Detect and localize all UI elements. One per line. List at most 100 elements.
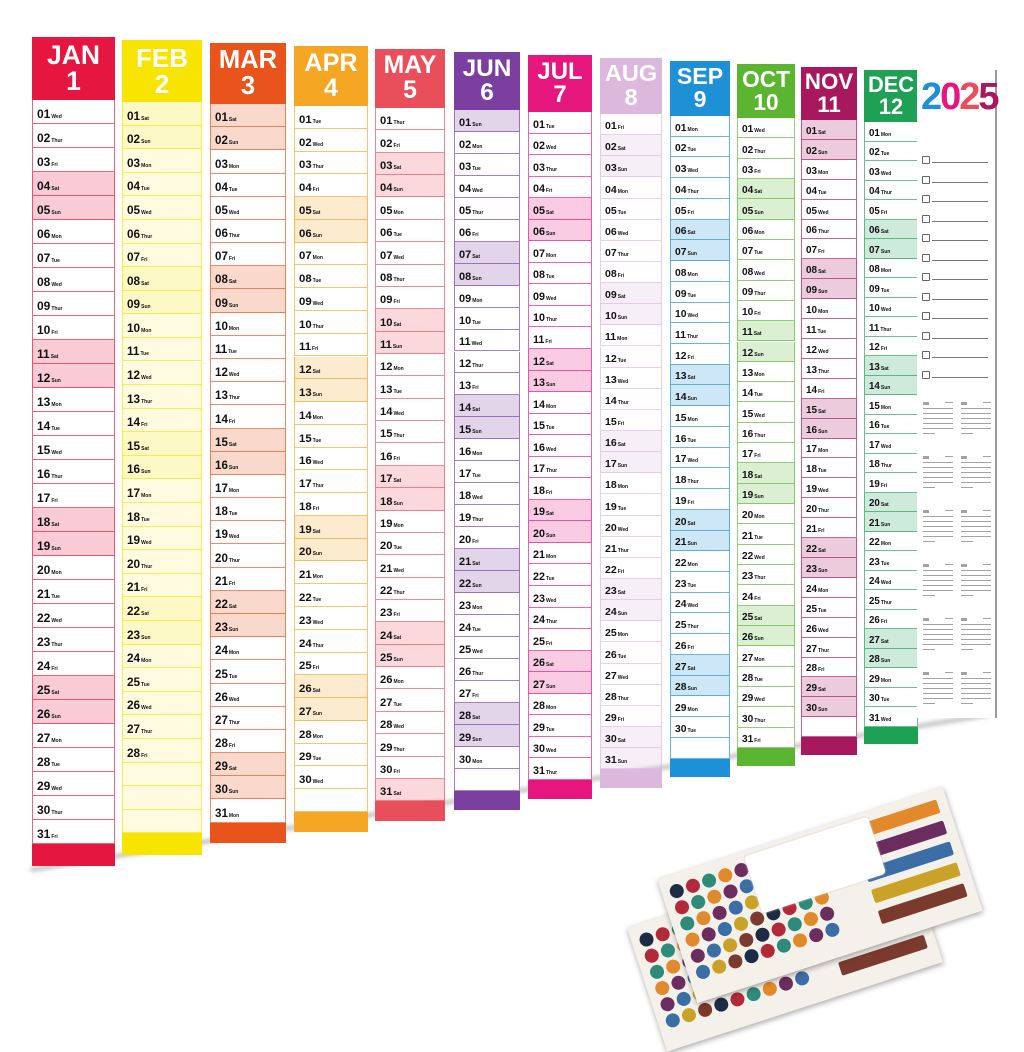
weekday-label: Fri xyxy=(312,346,319,353)
day-label: 08Mon xyxy=(869,264,892,275)
day-row: 22Tue xyxy=(294,584,368,607)
day-label: 06Tue xyxy=(380,227,402,240)
day-row xyxy=(801,717,857,738)
weekday-label: Sun xyxy=(472,121,482,128)
day-label: 02Mon xyxy=(459,138,483,151)
day-row: 18Sat xyxy=(32,508,115,532)
day-label: 18Tue xyxy=(127,510,150,524)
day-row: 20Sun xyxy=(294,538,368,562)
day-row: 19Wed xyxy=(122,526,202,551)
sticker xyxy=(667,882,686,900)
day-label: 10Mon xyxy=(127,321,152,335)
day-row: 03Mon xyxy=(210,150,286,174)
day-label: 01Mon xyxy=(869,127,892,139)
day-row: 21Fri xyxy=(210,567,286,591)
weekday-label: Thur xyxy=(51,474,63,480)
day-row: 17Mon xyxy=(210,474,286,499)
weekday-label: Tue xyxy=(545,575,555,582)
day-row: 27Mon xyxy=(32,724,115,748)
weekday-label: Thur xyxy=(51,306,63,312)
weekday-label: Sat xyxy=(818,408,826,415)
day-label: 14Tue xyxy=(37,419,60,433)
day-row: 06Sat xyxy=(864,219,918,239)
sticker xyxy=(753,925,772,944)
sticker xyxy=(791,931,809,950)
weekday-label: Tue xyxy=(141,516,150,523)
day-label: 29Mon xyxy=(675,703,698,715)
day-label: 30Tue xyxy=(869,693,890,704)
weekday-label: Fri xyxy=(617,273,625,280)
weekday-label: Tue xyxy=(545,726,555,733)
day-row: 27Sat xyxy=(864,629,918,649)
day-row: 07Tue xyxy=(737,239,795,261)
day-label: 24Thur xyxy=(533,614,558,627)
write-line xyxy=(932,337,988,339)
day-label: 13Wed xyxy=(605,373,629,386)
day-label: 23Sun xyxy=(127,628,151,642)
day-row: 20Thur xyxy=(801,498,857,519)
day-label: 12Sat xyxy=(299,364,321,377)
month-footer-bar xyxy=(32,844,115,866)
weekday-label: Mon xyxy=(51,402,62,408)
day-label: 06Sun xyxy=(533,226,556,239)
day-label: 02Thur xyxy=(37,131,63,145)
day-row: 03Tue xyxy=(454,153,520,176)
weekday-label: Thur xyxy=(312,642,324,649)
day-row: 12Sun xyxy=(32,364,115,388)
day-row: 05Thur xyxy=(454,197,520,220)
write-line xyxy=(932,181,988,183)
month-number: 8 xyxy=(624,83,638,110)
day-row: 19Sat xyxy=(528,499,592,522)
weekday-label: Sun xyxy=(617,315,628,322)
sticker xyxy=(716,920,734,938)
day-row: 06Sat xyxy=(670,219,730,241)
weekday-label: Tue xyxy=(393,545,402,552)
weekday-label: Tue xyxy=(880,287,890,294)
weekday-label: Thur xyxy=(687,624,699,631)
day-row: 17Fri xyxy=(32,484,115,508)
weekday-label: Wed xyxy=(545,597,557,604)
weekday-label: Thur xyxy=(141,728,153,735)
day-label: 28Wed xyxy=(380,719,404,732)
day-row: 12Thur xyxy=(454,351,520,374)
day-row: 01Mon xyxy=(864,122,918,142)
weekday-label: Wed xyxy=(51,618,62,624)
day-row: 10Mon xyxy=(122,314,202,338)
day-label: 15Sat xyxy=(215,436,237,449)
day-label: 11Tue xyxy=(127,345,149,359)
day-row: 25Tue xyxy=(801,597,857,618)
day-label: 08Sat xyxy=(806,265,826,277)
day-label: 02Sun xyxy=(806,145,828,157)
day-label: 22Mon xyxy=(675,557,698,569)
day-row: 08Mon xyxy=(864,258,918,278)
day-row: 16Tue xyxy=(670,426,730,448)
day-row: 21Mon xyxy=(294,561,368,585)
day-row: 10Sun xyxy=(600,304,662,326)
day-row: 30Wed xyxy=(294,766,368,790)
checkbox-icon xyxy=(922,370,930,379)
month-header: MAY 5 xyxy=(375,49,445,108)
weekday-label: Tue xyxy=(312,596,322,603)
day-label: 04Sat xyxy=(37,179,60,193)
day-row: 09Tue xyxy=(670,281,730,303)
day-row: 08Fri xyxy=(600,261,662,284)
month-header: APR 4 xyxy=(294,46,368,106)
month-number: 2 xyxy=(154,69,170,99)
day-row: 11Sat xyxy=(737,321,795,342)
day-label: 18Sat xyxy=(37,515,60,529)
sticker xyxy=(705,887,724,906)
weekday-label: Sat xyxy=(754,189,763,196)
weekday-label: Thur xyxy=(686,333,699,340)
day-label: 21Thur xyxy=(605,542,629,555)
day-label: 03Thur xyxy=(299,159,324,172)
day-row: 09Sat xyxy=(600,283,662,305)
weekday-label: Sun xyxy=(818,567,828,574)
weekday-label: Mon xyxy=(393,366,404,373)
weekday-label: Wed xyxy=(51,282,62,288)
day-row: 15Fri xyxy=(600,409,662,432)
day-label: 31Mon xyxy=(215,807,240,820)
day-row: 12Fri xyxy=(670,344,730,365)
day-label: 05Sun xyxy=(742,205,764,217)
day-label: 14Thur xyxy=(605,394,629,407)
day-row: 05Tue xyxy=(600,198,662,220)
